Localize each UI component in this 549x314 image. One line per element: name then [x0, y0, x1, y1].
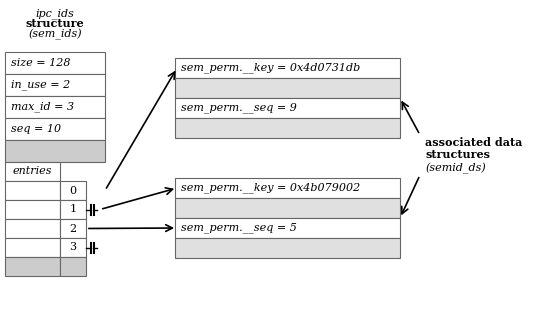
Text: 0: 0	[69, 186, 76, 196]
Text: in_use = 2: in_use = 2	[11, 80, 70, 90]
Text: size = 128: size = 128	[11, 58, 70, 68]
Text: 3: 3	[69, 242, 76, 252]
Bar	[5, 118, 105, 140]
Text: 1: 1	[69, 204, 76, 214]
Text: seq = 10: seq = 10	[11, 124, 61, 134]
Bar	[175, 78, 400, 98]
Text: (semid_ds): (semid_ds)	[425, 162, 486, 174]
Text: sem_perm.__seq = 5: sem_perm.__seq = 5	[181, 223, 297, 233]
Text: structures: structures	[425, 149, 490, 160]
Bar	[5, 140, 105, 162]
Bar	[60, 238, 86, 257]
Bar	[5, 52, 105, 74]
Bar	[175, 238, 400, 258]
Text: associated data: associated data	[425, 137, 523, 148]
Text: sem_perm.__seq = 9: sem_perm.__seq = 9	[181, 103, 297, 113]
Bar	[175, 58, 400, 78]
Bar	[5, 181, 60, 200]
Text: sem_perm.__key = 0x4d0731db: sem_perm.__key = 0x4d0731db	[181, 62, 360, 73]
Bar	[5, 238, 60, 257]
Bar	[60, 181, 86, 200]
Text: sem_perm.__key = 0x4b079002: sem_perm.__key = 0x4b079002	[181, 183, 360, 193]
Bar	[175, 178, 400, 198]
Bar	[60, 219, 86, 238]
Bar	[60, 257, 86, 276]
Bar	[5, 200, 60, 219]
Bar	[5, 162, 60, 181]
Bar	[5, 96, 105, 118]
Bar	[175, 198, 400, 218]
Bar	[175, 118, 400, 138]
Text: structure: structure	[26, 18, 85, 29]
Bar	[175, 98, 400, 118]
Text: entries: entries	[13, 166, 52, 176]
Text: 2: 2	[69, 224, 76, 234]
Text: ipc_ids: ipc_ids	[36, 8, 75, 19]
Bar	[60, 200, 86, 219]
Text: (sem_ids): (sem_ids)	[28, 29, 82, 40]
Bar	[175, 218, 400, 238]
Text: max_id = 3: max_id = 3	[11, 102, 74, 112]
Bar	[5, 219, 60, 238]
Bar	[5, 74, 105, 96]
Bar	[5, 257, 60, 276]
